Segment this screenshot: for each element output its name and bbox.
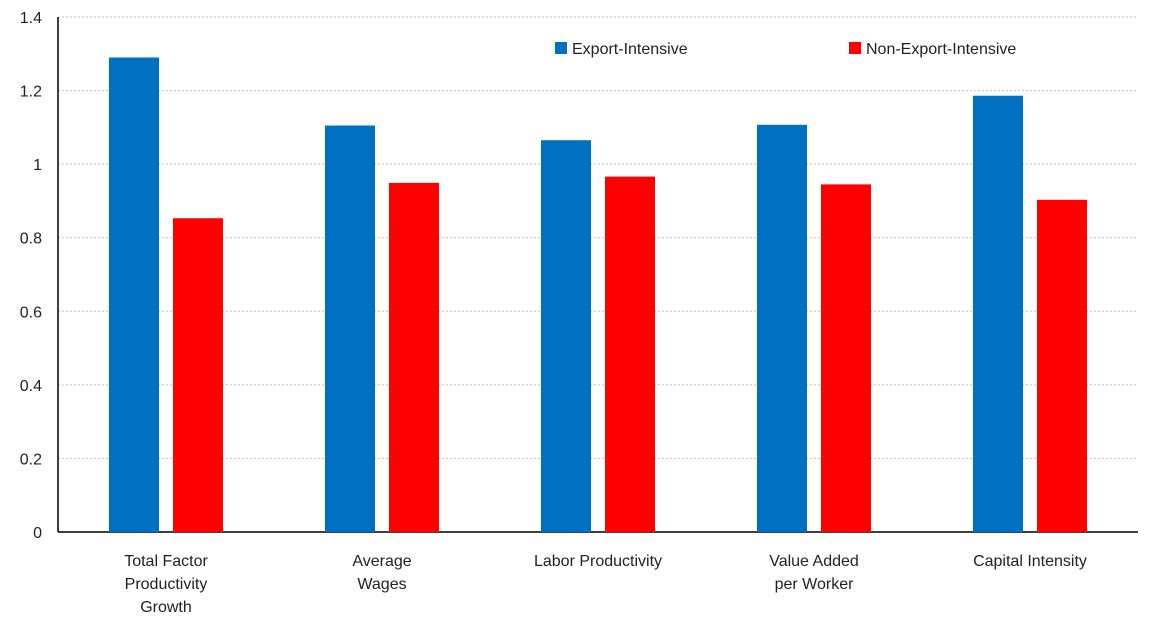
axes — [57, 17, 1138, 533]
y-tick-label: 0.4 — [20, 378, 42, 395]
y-tick-label: 1.4 — [20, 10, 42, 27]
legend-label-non-export-intensive: Non-Export-Intensive — [866, 41, 1016, 58]
y-tick-label: 1 — [33, 157, 42, 174]
legend: Export-Intensive Non-Export-Intensive — [555, 41, 1016, 58]
y-axis-ticks: 0 0.2 0.4 0.6 0.8 1 1.2 1.4 — [20, 10, 42, 542]
legend-swatch-export-intensive — [555, 42, 567, 54]
y-tick-label: 0.6 — [20, 304, 42, 321]
bar-non-export-intensive-capital-intensity — [1037, 199, 1087, 532]
x-category-label-value-added-per-worker: Value Added per Worker — [769, 553, 859, 593]
bar-export-intensive-average-wages — [325, 125, 375, 533]
bar-non-export-intensive-average-wages — [389, 182, 439, 532]
x-category-label-labor-productivity: Labor Productivity — [534, 553, 662, 570]
x-category-label-average-wages: Average Wages — [352, 553, 411, 593]
gridlines — [58, 16, 1138, 459]
y-tick-label: 0 — [33, 525, 42, 542]
bar-export-intensive-capital-intensity — [973, 95, 1023, 532]
y-tick-label: 0.2 — [20, 451, 42, 468]
bar-export-intensive-labor-productivity — [541, 140, 591, 532]
bar-non-export-intensive-value-added-per-worker — [821, 184, 871, 532]
bar-non-export-intensive-total-factor-productivity-growth — [173, 218, 223, 533]
y-tick-label: 1.2 — [20, 84, 42, 101]
bars — [109, 57, 1087, 533]
bar-non-export-intensive-labor-productivity — [605, 176, 655, 532]
x-axis-category-labels: Total Factor Productivity Growth Average Wag… — [124, 553, 1087, 616]
y-tick-label: 0.8 — [20, 231, 42, 248]
legend-item-non-export-intensive: Non-Export-Intensive — [849, 41, 1016, 58]
legend-label-export-intensive: Export-Intensive — [572, 41, 688, 58]
x-category-label-total-factor-productivity-growth: Total Factor Productivity Growth — [124, 553, 208, 616]
x-category-label-capital-intensity: Capital Intensity — [973, 553, 1087, 570]
bar-export-intensive-value-added-per-worker — [757, 124, 807, 533]
bar-export-intensive-total-factor-productivity-growth — [109, 57, 159, 532]
legend-item-export-intensive: Export-Intensive — [555, 41, 688, 58]
legend-swatch-non-export-intensive — [849, 42, 861, 54]
